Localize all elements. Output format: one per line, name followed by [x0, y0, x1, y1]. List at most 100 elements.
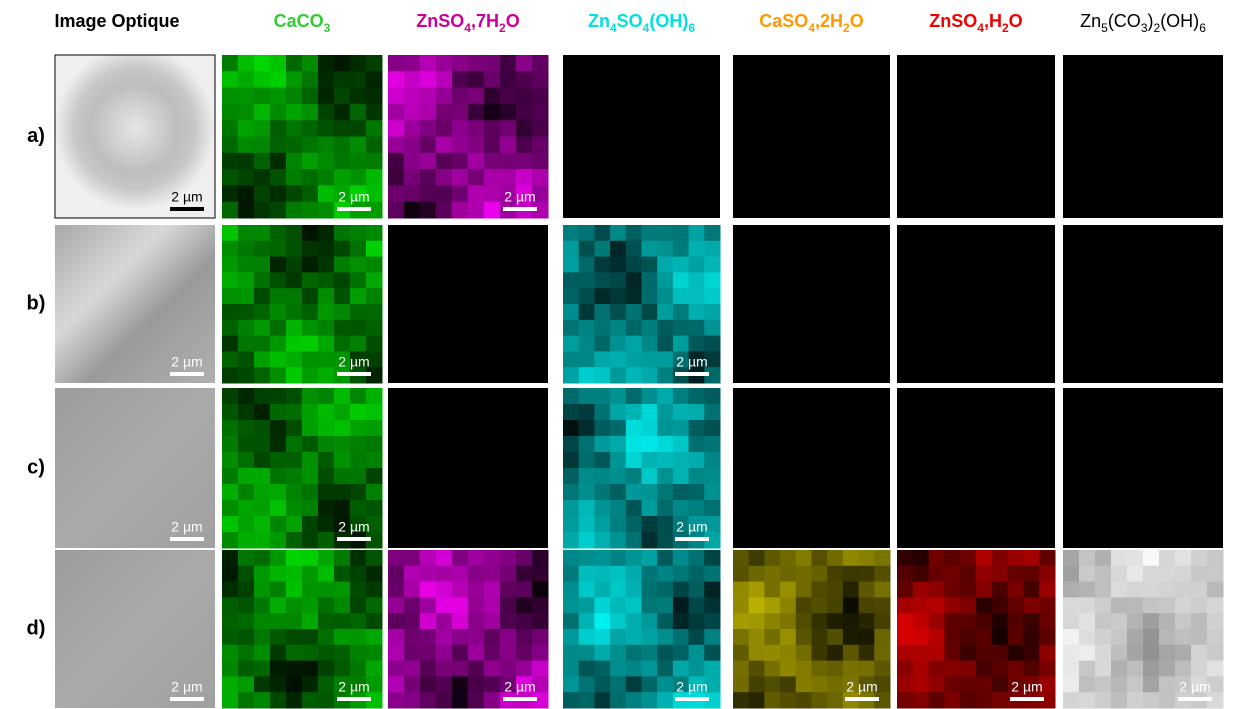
- map-pixel: [366, 120, 383, 137]
- map-pixel: [1111, 613, 1128, 630]
- map-pixel: [404, 692, 421, 709]
- empty-map: [1063, 55, 1223, 218]
- map-pixel: [657, 565, 674, 583]
- map-pixel: [334, 288, 351, 305]
- map-pixel: [436, 660, 453, 677]
- map-pixel: [748, 692, 765, 709]
- map-pixel: [366, 169, 383, 186]
- map-pixel: [657, 420, 674, 437]
- map-pixel: [270, 185, 287, 203]
- map-pixel: [1007, 565, 1024, 583]
- map-pixel: [1063, 692, 1080, 709]
- map-pixel: [1191, 660, 1208, 677]
- map-pixel: [350, 152, 367, 170]
- map-pixel: [944, 565, 961, 583]
- map-pixel: [928, 676, 945, 693]
- map-pixel: [928, 597, 945, 614]
- map-pixel: [1063, 581, 1080, 598]
- map-pixel: [238, 225, 255, 242]
- map-pixel: [388, 676, 405, 693]
- map-pixel: [610, 335, 627, 352]
- map-pixel: [302, 644, 319, 662]
- column-header: Zn4SO4(OH)6: [588, 11, 695, 35]
- map-pixel: [594, 288, 611, 305]
- map-pixel: [578, 676, 595, 693]
- map-pixel: [254, 71, 271, 89]
- map-pixel: [780, 660, 797, 677]
- map-pixel: [366, 644, 383, 662]
- map-pixel: [578, 288, 595, 305]
- map-pixel: [912, 660, 930, 677]
- map-pixel: [468, 152, 485, 170]
- map-pixel: [688, 351, 705, 368]
- map-pixel: [688, 468, 705, 485]
- map-pixel: [500, 565, 517, 583]
- map-pixel: [532, 120, 549, 137]
- map-pixel: [516, 152, 533, 170]
- map-pixel: [452, 136, 469, 154]
- map-pixel: [468, 136, 485, 154]
- map-pixel: [704, 367, 721, 384]
- map-pixel: [516, 660, 533, 677]
- map-pixel: [500, 169, 517, 186]
- map-pixel: [1191, 644, 1208, 662]
- map-pixel: [302, 500, 319, 517]
- map-pixel: [641, 565, 658, 583]
- map-pixel: [764, 597, 781, 614]
- map-pixel: [238, 644, 255, 662]
- map-pixel: [270, 660, 287, 677]
- map-pixel: [578, 256, 595, 273]
- map-pixel: [238, 452, 255, 469]
- map-pixel: [318, 613, 335, 630]
- map-pixel: [468, 71, 485, 89]
- map-pixel: [286, 304, 303, 321]
- map-pixel: [222, 644, 239, 662]
- map-pixel: [302, 256, 319, 273]
- map-pixel: [484, 120, 501, 137]
- map-pixel: [500, 660, 517, 677]
- map-pixel: [366, 500, 383, 517]
- map-pixel: [222, 120, 239, 137]
- map-pixel: [254, 516, 271, 533]
- map-pixel: [1159, 676, 1176, 693]
- map-pixel: [704, 484, 721, 501]
- map-pixel: [286, 256, 303, 273]
- map-pixel: [318, 256, 335, 273]
- map-cell: 2 µm: [1063, 550, 1224, 709]
- map-pixel: [254, 581, 271, 598]
- map-pixel: [578, 644, 595, 662]
- map-pixel: [484, 87, 501, 105]
- map-pixel: [238, 256, 255, 273]
- map-pixel: [222, 335, 239, 352]
- map-pixel: [672, 613, 690, 630]
- map-pixel: [944, 676, 961, 693]
- map-pixel: [366, 629, 383, 646]
- map-pixel: [657, 629, 674, 646]
- map-pixel: [641, 304, 658, 321]
- map-pixel: [563, 644, 580, 662]
- map-pixel: [688, 660, 705, 677]
- map-pixel: [238, 532, 255, 549]
- map-pixel: [500, 152, 517, 170]
- map-pixel: [468, 613, 485, 630]
- map-pixel: [594, 484, 611, 501]
- map-pixel: [366, 532, 383, 549]
- map-pixel: [334, 613, 351, 630]
- column-header: ZnSO4,7H2O: [416, 11, 519, 35]
- map-pixel: [1127, 629, 1144, 646]
- map-pixel: [238, 484, 255, 501]
- map-pixel: [912, 581, 930, 598]
- map-pixel: [1111, 550, 1128, 567]
- map-pixel: [350, 55, 367, 72]
- map-pixel: [350, 436, 367, 453]
- scale-bar-label: 2 µm: [171, 519, 202, 535]
- map-pixel: [1063, 550, 1080, 567]
- map-pixel: [388, 87, 405, 105]
- map-pixel: [672, 272, 690, 289]
- map-pixel: [318, 388, 335, 405]
- subscript: 3: [1141, 21, 1148, 35]
- map-pixel: [1039, 597, 1056, 614]
- map-pixel: [254, 484, 271, 501]
- map-pixel: [404, 597, 421, 614]
- map-pixel: [420, 169, 437, 186]
